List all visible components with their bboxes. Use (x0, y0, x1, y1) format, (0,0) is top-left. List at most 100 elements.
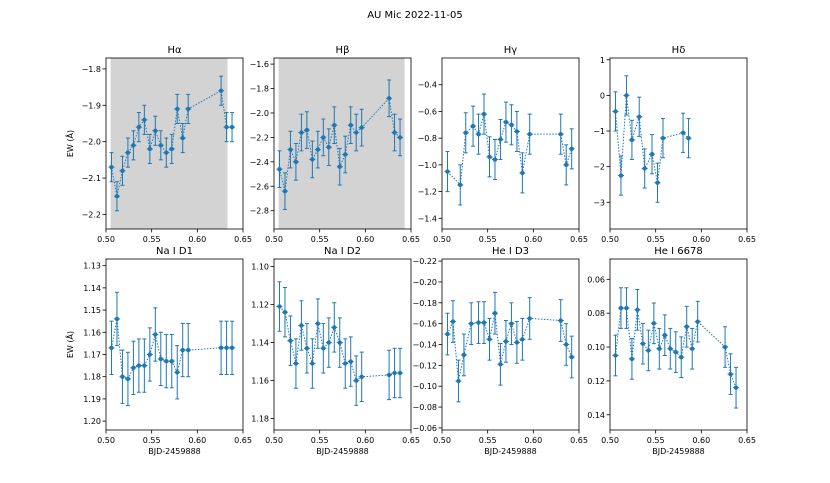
panel-title: Hα (167, 45, 182, 56)
x-tick-label: 0.50 (601, 436, 619, 445)
data-point (114, 316, 120, 322)
data-point (445, 331, 450, 337)
x-tick-label: 0.60 (188, 436, 206, 445)
data-point (158, 143, 163, 148)
panel-3: Hγ 0.50 0.55 0.60 0.65 −1.4 −1.2 −1.0 −0.8 −0.6 −0… (418, 45, 588, 244)
data-point (321, 346, 326, 351)
data-point (527, 131, 532, 137)
data-point (509, 122, 514, 127)
y-tick-label: −2.0 (82, 138, 101, 147)
panel-title: Na I D2 (324, 246, 361, 257)
series-line (447, 313, 573, 382)
data-point (224, 345, 229, 351)
data-point (315, 147, 321, 152)
y-tick-label: −1.2 (418, 188, 437, 197)
data-point (680, 130, 686, 136)
data-point (310, 157, 315, 162)
data-point (299, 323, 304, 328)
panel-1: Hα 0.50 0.55 0.60 0.65 −2.2 −2.1 −2.0 −1.9 −1.8 EW… (64, 45, 252, 244)
data-point (131, 365, 136, 371)
x-tick-label: 0.55 (647, 235, 665, 244)
x-tick-label: 0.50 (97, 235, 115, 244)
x-tick-label: 0.50 (265, 436, 283, 445)
panel-title: Hγ (504, 45, 518, 56)
x-tick-label: 0.60 (524, 436, 542, 445)
data-point (109, 345, 114, 351)
x-tick-label: 0.55 (479, 436, 497, 445)
y-tick-label: 1.15 (83, 306, 101, 315)
panel-4: Hδ 0.50 0.55 0.60 0.65 −3 −2 −1 0 1 (593, 45, 756, 244)
y-tick-label: −0.6 (418, 107, 437, 116)
panel-title: He I 6678 (654, 246, 702, 257)
data-point (326, 340, 331, 345)
data-point (348, 122, 353, 128)
y-tick-label: −0.06 (412, 424, 437, 433)
data-point (695, 319, 700, 324)
y-tick-label: 0.14 (587, 411, 605, 420)
data-point (558, 318, 563, 323)
data-point (153, 332, 158, 337)
panel-8: He I 6678 0.50 0.55 0.60 0.65 0.06 0.08 0.10 0.1… (587, 246, 756, 456)
data-point (136, 124, 142, 130)
data-point (673, 349, 678, 355)
data-point (487, 337, 492, 342)
data-point (120, 374, 125, 379)
y-tick-label: −0.12 (412, 361, 437, 370)
data-point (392, 130, 397, 135)
data-point (147, 352, 153, 357)
y-tick-label: −2.6 (250, 182, 269, 191)
data-point (386, 372, 392, 378)
data-point (175, 370, 180, 375)
x-tick-label: 0.55 (479, 235, 497, 244)
data-point (503, 119, 509, 125)
x-tick-label: 0.65 (738, 436, 756, 445)
panel-7: He I D3 0.50 0.55 0.60 0.65 −0.22 −0.20 −0.18 −0… (412, 246, 587, 456)
data-point (142, 117, 147, 123)
data-point (564, 342, 569, 347)
y-tick-label: −1.4 (418, 214, 437, 223)
x-axis-label: BJD-2459888 (316, 447, 369, 456)
x-tick-label: 0.65 (570, 235, 588, 244)
data-point (304, 346, 310, 351)
x-tick-label: 0.65 (234, 235, 252, 244)
x-tick-label: 0.60 (188, 235, 206, 244)
data-point (629, 137, 635, 143)
data-point (218, 345, 224, 351)
data-point (618, 305, 624, 311)
data-point (624, 305, 629, 311)
data-point (458, 182, 463, 188)
x-tick-label: 0.60 (356, 235, 374, 244)
data-point (397, 135, 403, 140)
data-point (224, 124, 229, 130)
data-point (337, 340, 342, 345)
data-point (487, 154, 492, 160)
data-point (476, 131, 481, 137)
data-point (492, 311, 498, 316)
y-tick-label: −0.14 (412, 341, 437, 350)
data-point (640, 341, 646, 346)
panel-title: Hδ (672, 45, 686, 56)
y-tick-label: −0.22 (412, 257, 437, 266)
panels-group: Hα 0.50 0.55 0.60 0.65 −2.2 −2.1 −2.0 −1.9 −1.8 EW… (64, 45, 756, 456)
data-point (469, 321, 474, 326)
y-tick-label: 0.10 (587, 343, 605, 352)
y-tick-label: 1.16 (83, 328, 101, 337)
data-point (326, 144, 331, 150)
data-point (569, 354, 574, 360)
data-point (613, 109, 618, 114)
data-point (728, 371, 733, 377)
y-tick-label: −0.8 (418, 134, 437, 143)
panel-title: He I D3 (492, 246, 529, 257)
data-point (690, 346, 695, 351)
y-tick-label: 1.18 (83, 373, 101, 382)
data-point (668, 346, 673, 351)
plot-frame (609, 57, 748, 230)
data-point (569, 146, 574, 152)
data-point (392, 370, 397, 376)
x-tick-label: 0.50 (97, 436, 115, 445)
plot-frame (441, 57, 580, 230)
data-point (558, 131, 563, 137)
data-point (288, 338, 293, 343)
y-tick-label: −2.2 (250, 133, 269, 142)
data-point (125, 150, 131, 155)
